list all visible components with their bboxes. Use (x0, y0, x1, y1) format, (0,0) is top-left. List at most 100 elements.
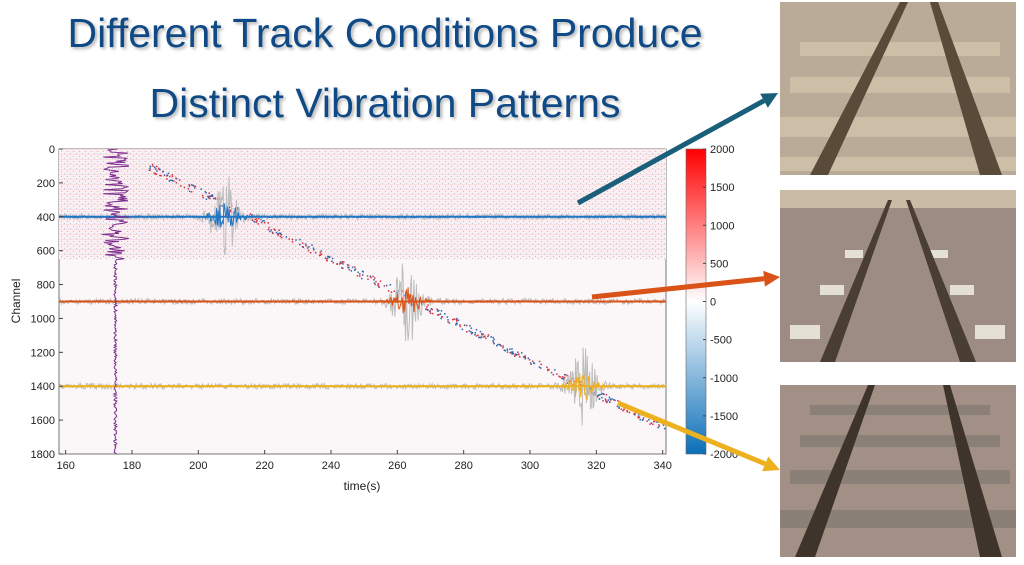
moving-source-point (649, 423, 651, 425)
moving-source-point (257, 217, 260, 220)
moving-source-point (616, 405, 619, 408)
moving-source-point (492, 340, 494, 342)
moving-source-point (207, 195, 209, 198)
moving-source-point (444, 313, 446, 315)
moving-source-point (346, 264, 349, 266)
moving-source-point (475, 335, 478, 337)
x-tick-label: 340 (654, 460, 672, 472)
moving-source-point (260, 221, 263, 224)
moving-source-point (539, 367, 542, 369)
moving-source-point (609, 398, 611, 400)
moving-source-point (166, 178, 168, 180)
colorbar-tick-label: 1000 (710, 220, 734, 232)
moving-source-point (194, 187, 196, 189)
moving-source-point (603, 393, 605, 396)
moving-source-point (511, 348, 513, 350)
moving-source-point (429, 310, 431, 312)
moving-source-point (175, 181, 178, 184)
moving-source-point (353, 269, 356, 271)
moving-source-point (614, 399, 616, 402)
moving-source-point (351, 266, 354, 269)
moving-source-point (566, 374, 568, 377)
moving-source-point (658, 425, 661, 428)
moving-source-point (153, 166, 156, 169)
moving-source-point (538, 366, 541, 368)
moving-source-point (628, 411, 631, 414)
y-axis-label: Channel (9, 279, 23, 324)
moving-source-point (478, 336, 481, 339)
photo-bottom (780, 385, 1016, 557)
moving-source-point (255, 218, 258, 220)
moving-source-point (326, 257, 329, 260)
moving-source-point (480, 336, 482, 339)
moving-source-point (261, 220, 264, 222)
moving-source-point (306, 247, 309, 249)
x-tick-label: 180 (123, 460, 141, 472)
slide-title-line2: Distinct Vibration Patterns (149, 80, 621, 126)
moving-source-point (309, 251, 312, 254)
colorbar-tick-label: -1000 (710, 373, 738, 385)
moving-source-point (455, 319, 458, 321)
vertical-trace (101, 148, 130, 455)
moving-source-point (554, 369, 556, 371)
moving-source-point (229, 210, 232, 213)
moving-source-point (291, 238, 294, 241)
moving-source-point (502, 345, 504, 347)
moving-source-point (490, 336, 492, 338)
moving-source-point (620, 408, 622, 410)
moving-source-point (341, 260, 344, 263)
moving-source-point (175, 177, 177, 179)
moving-source-point (524, 355, 526, 357)
moving-source-point (509, 348, 511, 350)
track-photo-wood (780, 385, 1016, 557)
colorbar-tick-label: 500 (710, 258, 728, 270)
y-tick-label: 1200 (31, 347, 55, 359)
moving-source-point (613, 398, 615, 401)
moving-source-point (561, 377, 563, 380)
moving-source-point (214, 197, 217, 199)
moving-source-point (267, 222, 269, 224)
moving-source-point (278, 232, 280, 235)
moving-source-point (331, 260, 333, 262)
moving-source-point (328, 255, 331, 258)
x-tick-label: 160 (56, 460, 74, 472)
moving-source-point (482, 333, 485, 336)
moving-source-point (279, 232, 282, 235)
moving-source-point (387, 290, 390, 292)
moving-source-point (207, 197, 210, 199)
moving-source-point (331, 257, 334, 260)
moving-source-point (548, 368, 550, 371)
moving-source-point (342, 267, 344, 269)
moving-source-point (320, 250, 322, 252)
colorbar-tick-label: -500 (710, 335, 732, 347)
moving-source-point (237, 208, 239, 211)
moving-source-point (170, 179, 172, 182)
moving-source-point (154, 172, 156, 175)
moving-source-point (527, 357, 530, 359)
moving-source-point (396, 291, 398, 294)
moving-source-point (459, 325, 462, 328)
moving-source-point (369, 275, 372, 278)
moving-source-point (481, 332, 483, 335)
moving-source-point (255, 221, 258, 223)
trace-0 (58, 203, 667, 228)
moving-source-point (502, 346, 504, 349)
moving-source-point (277, 234, 279, 236)
moving-source-point (429, 312, 432, 315)
moving-source-point (562, 378, 564, 380)
moving-source-point (606, 401, 608, 403)
moving-source-point (470, 331, 472, 333)
moving-source-point (204, 190, 207, 193)
moving-source-point (638, 416, 641, 418)
moving-source-point (564, 373, 567, 376)
moving-source-point (456, 322, 458, 324)
moving-source-point (211, 195, 213, 197)
moving-source-point (504, 349, 506, 352)
moving-source-point (517, 353, 520, 356)
moving-source-point (302, 246, 304, 249)
moving-source-point (272, 232, 274, 235)
moving-source-point (230, 209, 232, 212)
moving-source-point (438, 314, 440, 316)
moving-source-point (192, 184, 194, 187)
